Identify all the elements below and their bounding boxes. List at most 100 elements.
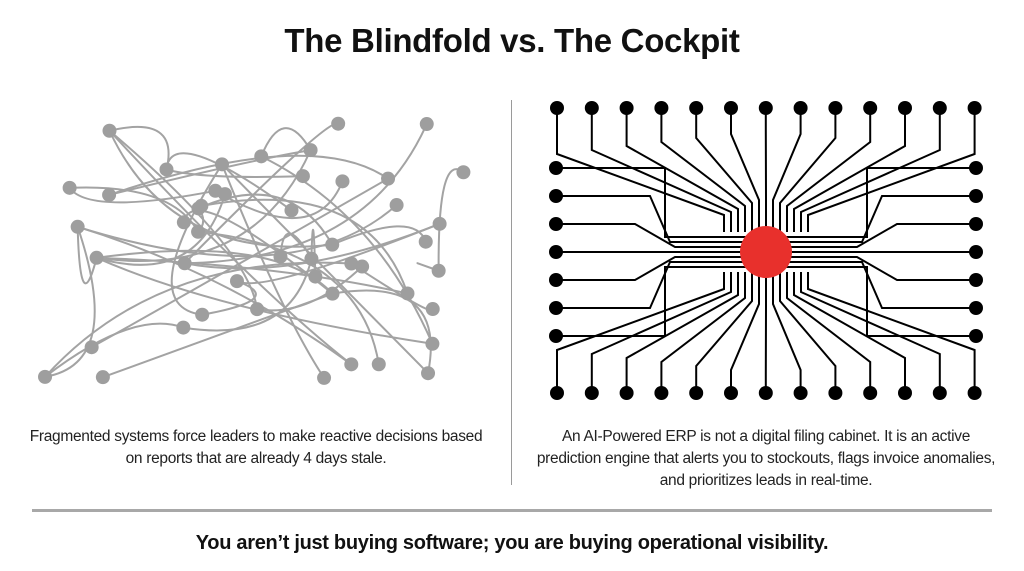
circuit-node [550, 101, 564, 115]
circuit-trace [556, 261, 746, 309]
circuit-trace [786, 266, 976, 337]
tangled-link [201, 198, 409, 294]
circuit-node [932, 101, 947, 115]
circuit-trace [556, 256, 746, 281]
tangled-link [165, 152, 293, 212]
tangled-link [108, 149, 311, 196]
tangled-node [84, 340, 99, 355]
tangled-link [166, 168, 303, 178]
tangled-node [176, 320, 191, 335]
tangled-node [176, 215, 191, 230]
tangled-link [77, 204, 398, 258]
circuit-node [828, 386, 843, 400]
tangled-node [38, 369, 53, 384]
tangled-node [191, 224, 206, 239]
tangled-node [177, 256, 192, 271]
circuit-node [863, 101, 878, 115]
tangled-node [102, 123, 117, 138]
circuit-node [898, 386, 912, 400]
circuit-node [724, 386, 738, 400]
horizontal-divider [32, 509, 992, 512]
tangled-link [214, 180, 344, 220]
tangled-link [201, 280, 257, 316]
tangled-link [183, 258, 313, 332]
circuit-trace [793, 108, 906, 232]
circuit-trace [556, 223, 746, 248]
tangled-node [159, 162, 174, 177]
tangled-node [425, 302, 440, 317]
circuit-trace [590, 272, 732, 393]
circuit-node [898, 101, 912, 115]
circuit-trace [779, 108, 837, 232]
tangled-node [215, 157, 230, 172]
circuit-node [689, 101, 704, 115]
circuit-node [969, 245, 983, 259]
circuit-node [828, 101, 843, 115]
tangled-node [284, 203, 299, 218]
circuit-node [863, 386, 878, 400]
circuit-trace [772, 108, 802, 232]
tangled-node [254, 149, 269, 164]
tangled-node [432, 216, 447, 231]
right-caption: An AI-Powered ERP is not a digital filin… [536, 428, 996, 489]
circuit-node [724, 101, 738, 115]
left-caption: Fragmented systems force leaders to make… [29, 428, 483, 467]
tangled-link [96, 256, 408, 295]
circuit-node [584, 386, 599, 400]
circuit-trace [779, 272, 837, 393]
tangled-link [198, 193, 334, 246]
tangled-node [431, 263, 446, 278]
circuit-node [967, 101, 982, 115]
circuit-trace [800, 272, 941, 393]
circuit-node [549, 217, 563, 231]
tangled-link [68, 187, 216, 204]
tangled-node [295, 169, 310, 184]
circuit-node [758, 101, 773, 115]
circuit-node [969, 189, 983, 203]
tangled-node [371, 357, 386, 372]
tangled-node [89, 250, 104, 265]
circuit-node [969, 161, 983, 175]
circuit-trace [556, 167, 746, 238]
tangled-link [221, 163, 325, 379]
tangled-node [325, 237, 340, 252]
tangled-link [184, 123, 428, 265]
circuit-node [549, 273, 563, 287]
circuit-trace [786, 256, 976, 281]
circuit-node [619, 386, 634, 400]
circuit-trace [625, 272, 739, 393]
tangled-node [229, 274, 244, 289]
tangled-node [419, 117, 434, 132]
circuit-trace [807, 108, 976, 232]
tangled-node [250, 302, 265, 317]
tangled-node [418, 234, 433, 249]
circuit-node [619, 101, 634, 115]
circuit-node [969, 329, 983, 343]
circuit-trace [800, 108, 941, 232]
circuit-hub-diagram [549, 101, 983, 400]
ai-hub-node [740, 226, 792, 278]
circuit-node [584, 101, 599, 115]
tangled-link [91, 177, 389, 349]
circuit-node [969, 217, 983, 231]
tangled-node [344, 256, 359, 271]
circuit-trace [807, 272, 976, 393]
circuit-node [549, 161, 563, 175]
circuit-trace [590, 108, 732, 232]
tangled-node [425, 336, 440, 351]
circuit-trace [730, 272, 760, 393]
tangled-node [381, 171, 396, 186]
circuit-trace [786, 261, 976, 309]
tangled-node [325, 286, 340, 301]
circuit-trace [695, 272, 753, 393]
circuit-trace [660, 108, 746, 232]
tangled-link [44, 322, 184, 378]
circuit-trace [786, 223, 976, 248]
circuit-trace [786, 195, 976, 243]
tangled-node [344, 357, 359, 372]
circuit-trace [772, 272, 802, 393]
tangled-link [76, 226, 98, 285]
tangled-node [195, 307, 210, 322]
tangled-link [332, 289, 432, 374]
tangled-node [95, 370, 110, 385]
